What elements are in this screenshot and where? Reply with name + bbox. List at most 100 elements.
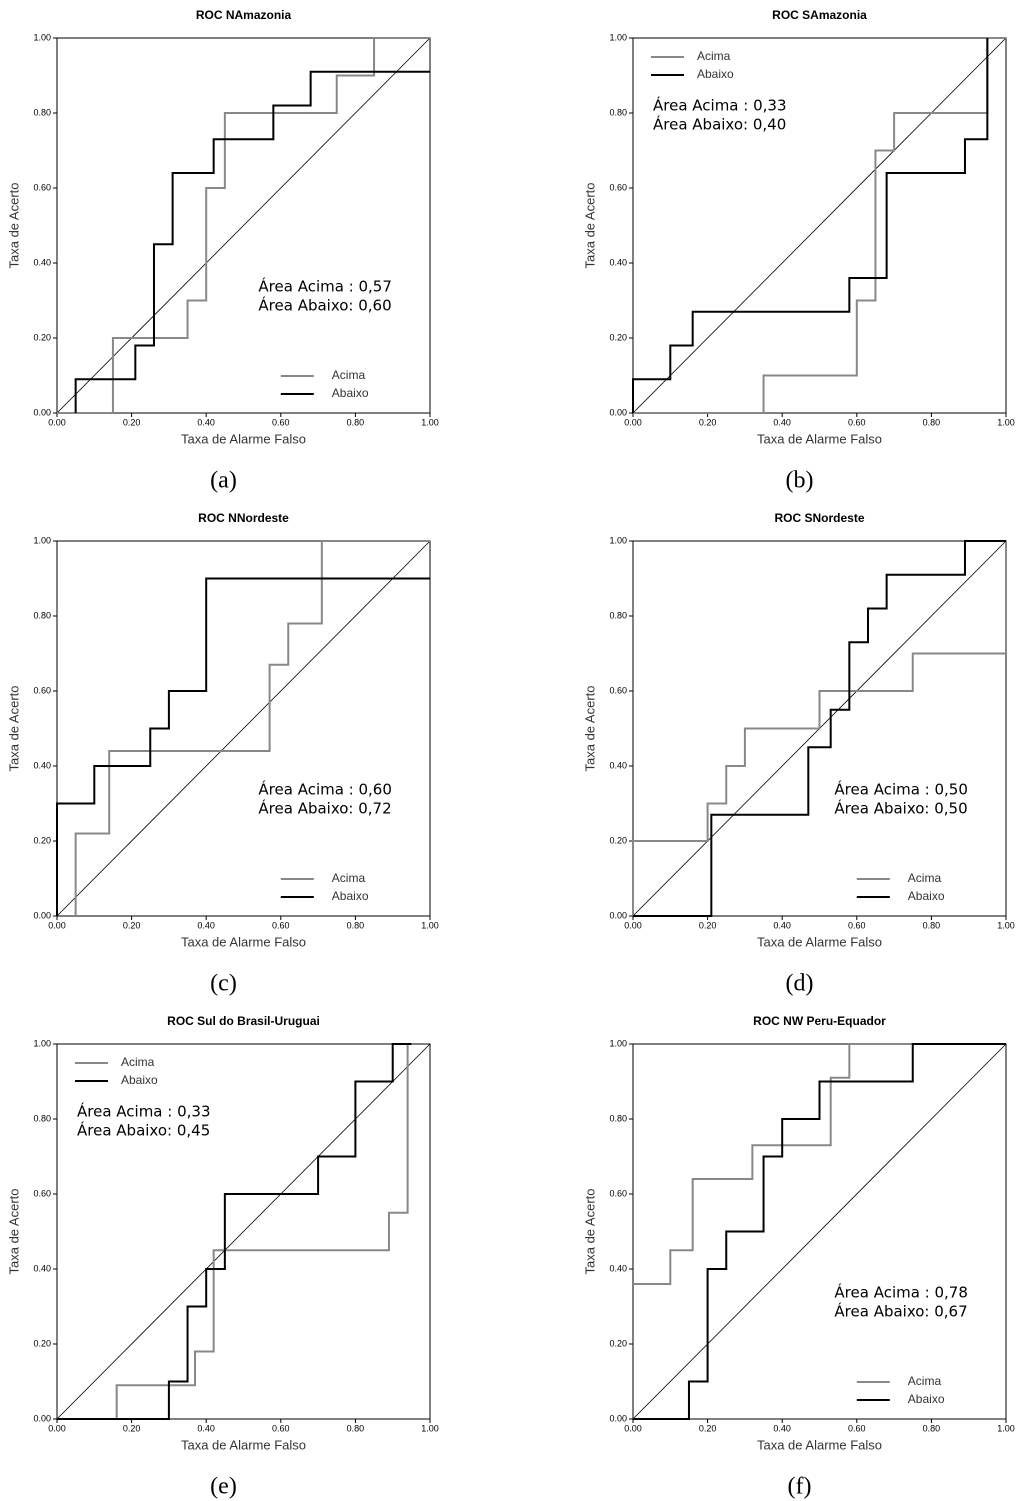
reference-diagonal (632, 1043, 1007, 1420)
x-tick-label: 1.00 (421, 920, 439, 930)
annotation: Área Abaixo: 0,45 (77, 1121, 210, 1140)
y-tick-label: 1.00 (33, 535, 51, 545)
y-axis-label: Taxa de Acerto (582, 183, 597, 269)
legend-label: Abaixo (908, 1392, 945, 1406)
x-tick-label: 0.20 (123, 417, 141, 427)
panel-label: (c) (210, 971, 237, 997)
panel: ROC NW Peru-Equador 0.00 0.20 0.40 0.60 0.80 1… (582, 1014, 1014, 1499)
plot-frame (56, 1043, 431, 1420)
reference-diagonal (632, 37, 1007, 414)
legend-label: Acima (908, 1374, 942, 1388)
x-tick-label: 0.00 (48, 1423, 66, 1433)
y-tick-label: 0.00 (33, 1413, 51, 1423)
annotation: Área Abaixo: 0,40 (653, 115, 786, 134)
y-tick-label: 0.60 (33, 685, 51, 695)
plot-frame (632, 540, 1007, 917)
y-tick-label: 0.40 (33, 257, 51, 267)
reference-diagonal (56, 37, 431, 414)
panel: ROC SAmazonia 0.00 0.20 0.40 0.60 0.80 1.00 0.0… (582, 8, 1014, 493)
roc-curve (56, 577, 430, 916)
y-tick-label: 1.00 (33, 32, 51, 42)
y-tick-label: 0.80 (33, 107, 51, 117)
legend-label: Abaixo (908, 889, 945, 903)
chart-title: ROC Sul do Brasil-Uruguai (167, 1014, 320, 1028)
y-tick-label: 0.20 (33, 835, 51, 845)
x-tick-label: 0.00 (624, 1423, 642, 1433)
x-tick-label: 1.00 (997, 417, 1015, 427)
x-tick-label: 0.40 (197, 417, 215, 427)
annotation: Área Abaixo: 0,67 (834, 1302, 967, 1321)
y-tick-label: 0.80 (609, 1113, 627, 1123)
x-tick-label: 0.00 (48, 417, 66, 427)
panel-label: (a) (210, 468, 237, 494)
plot-frame (632, 1043, 1007, 1420)
chart-title: ROC SAmazonia (772, 8, 867, 22)
annotation: Área Abaixo: 0,50 (834, 799, 967, 818)
chart-title: ROC NAmazonia (196, 8, 292, 22)
legend-label: Abaixo (121, 1073, 158, 1087)
y-tick-label: 0.60 (609, 1188, 627, 1198)
legend-label: Acima (908, 871, 942, 885)
chart-title: ROC NNordeste (198, 511, 289, 525)
x-tick-label: 0.80 (923, 417, 941, 427)
x-axis-label: Taxa de Alarme Falso (181, 1437, 306, 1452)
y-axis-label: Taxa de Acerto (6, 686, 21, 772)
x-tick-label: 0.60 (272, 1423, 290, 1433)
y-tick-label: 1.00 (609, 32, 627, 42)
panel-label: (d) (786, 971, 814, 997)
x-tick-label: 1.00 (421, 1423, 439, 1433)
x-tick-label: 0.00 (624, 920, 642, 930)
panel-label: (f) (788, 1474, 812, 1500)
roc-curve (74, 540, 430, 916)
annotation: Área Acima : 0,78 (834, 1283, 968, 1302)
y-tick-label: 0.40 (609, 257, 627, 267)
y-tick-label: 1.00 (609, 535, 627, 545)
y-axis-label: Taxa de Acerto (6, 183, 21, 269)
x-axis-label: Taxa de Alarme Falso (757, 431, 882, 446)
annotation: Área Acima : 0,60 (258, 780, 392, 799)
y-tick-label: 0.40 (609, 760, 627, 770)
legend-label: Abaixo (332, 386, 369, 400)
annotation: Área Acima : 0,33 (77, 1102, 211, 1121)
reference-diagonal (56, 540, 431, 917)
y-tick-label: 0.60 (33, 1188, 51, 1198)
x-tick-label: 0.20 (699, 1423, 717, 1433)
y-tick-label: 0.00 (609, 407, 627, 417)
roc-curve (633, 1043, 1006, 1285)
y-tick-label: 0.60 (609, 685, 627, 695)
x-tick-label: 0.60 (848, 920, 866, 930)
annotation: Área Acima : 0,57 (258, 277, 392, 296)
x-tick-label: 0.60 (272, 920, 290, 930)
roc-curve (633, 1043, 1006, 1420)
legend-label: Acima (332, 871, 366, 885)
panel: ROC SNordeste 0.00 0.20 0.40 0.60 0.80 1.00 0.0… (582, 511, 1014, 996)
roc-curve (632, 541, 1007, 916)
roc-curve (57, 37, 430, 414)
y-tick-label: 0.00 (33, 407, 51, 417)
x-tick-label: 0.40 (773, 417, 791, 427)
y-tick-label: 0.00 (609, 1413, 627, 1423)
panel: ROC NNordeste 0.00 0.20 0.40 0.60 0.80 1.00 0.0… (6, 511, 438, 996)
roc-curve (57, 1043, 412, 1420)
annotation: Área Abaixo: 0,72 (258, 799, 391, 818)
chart-title: ROC SNordeste (774, 511, 864, 525)
plot-frame (56, 540, 431, 917)
x-tick-label: 0.00 (624, 417, 642, 427)
y-tick-label: 0.20 (609, 332, 627, 342)
x-tick-label: 1.00 (997, 1423, 1015, 1433)
roc-curve (632, 38, 989, 413)
x-tick-label: 0.00 (48, 920, 66, 930)
x-axis-label: Taxa de Alarme Falso (757, 1437, 882, 1452)
y-tick-label: 0.60 (33, 182, 51, 192)
y-tick-label: 0.40 (33, 1263, 51, 1273)
x-tick-label: 0.80 (923, 920, 941, 930)
legend-label: Acima (121, 1055, 155, 1069)
legend-label: Abaixo (332, 889, 369, 903)
x-tick-label: 1.00 (997, 920, 1015, 930)
panel-label: (e) (210, 1474, 237, 1500)
x-tick-label: 0.40 (197, 920, 215, 930)
y-tick-label: 0.00 (609, 910, 627, 920)
plot-frame (56, 37, 431, 414)
x-tick-label: 0.20 (123, 1423, 141, 1433)
